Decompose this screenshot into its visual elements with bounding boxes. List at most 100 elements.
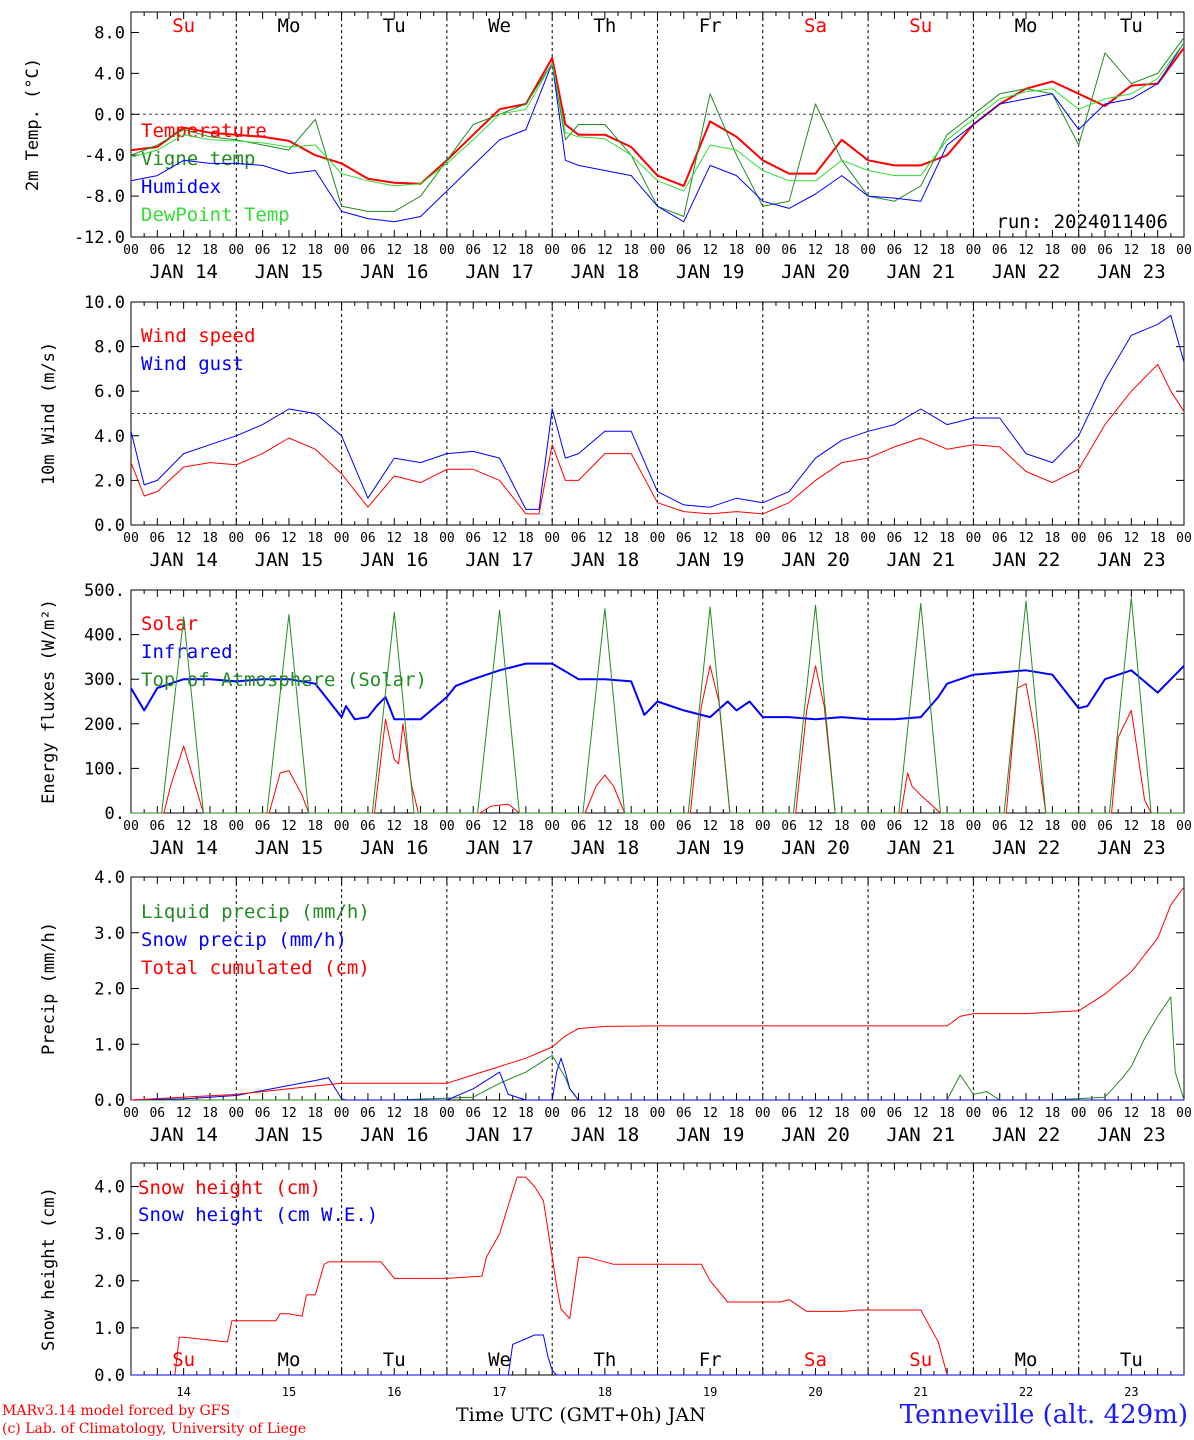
hour-tick-label: 00 bbox=[123, 531, 139, 546]
hour-tick-label: 06 bbox=[1097, 531, 1113, 546]
y-tick-label: 10.0 bbox=[84, 293, 125, 313]
hour-tick-label: 00 bbox=[966, 1106, 982, 1121]
legend-series-total-cumulated-cm: Total cumulated (cm) bbox=[141, 957, 370, 979]
hour-tick-label: 18 bbox=[518, 531, 534, 546]
weekday-label: Su bbox=[172, 1349, 195, 1371]
weekday-label: Th bbox=[593, 15, 616, 37]
hour-tick-label: 12 bbox=[597, 531, 613, 546]
hour-tick-label: 00 bbox=[228, 531, 244, 546]
hour-tick-label: 12 bbox=[808, 819, 824, 834]
series-wind-gust-line bbox=[130, 314, 1185, 510]
date-label: JAN 14 bbox=[149, 549, 218, 571]
hour-tick-label: 06 bbox=[676, 243, 692, 258]
series-snow-height-cm-w-e-line bbox=[131, 1334, 1184, 1376]
chart-panel-3: 0. 100. 200. 300. 400. 500. Energy fluxes (W/m… bbox=[39, 581, 1192, 859]
hour-tick-label: 18 bbox=[413, 531, 429, 546]
hour-tick-label: 18 bbox=[729, 819, 745, 834]
hour-tick-label: 18 bbox=[518, 819, 534, 834]
y-tick-label: 2.0 bbox=[94, 471, 125, 491]
hour-tick-label: 12 bbox=[808, 531, 824, 546]
hour-tick-label: 06 bbox=[255, 531, 271, 546]
day-number-label: 23 bbox=[1124, 1385, 1138, 1399]
legend-series-solar: Solar bbox=[141, 613, 198, 635]
hour-tick-label: 06 bbox=[571, 1106, 587, 1121]
hour-tick-label: 00 bbox=[228, 819, 244, 834]
hour-tick-label: 12 bbox=[281, 243, 297, 258]
y-axis-label: Energy fluxes (W/m²) bbox=[39, 599, 59, 804]
date-label: JAN 18 bbox=[571, 261, 640, 283]
lab-credit: (c) Lab. of Climatology, University of L… bbox=[2, 1421, 307, 1437]
y-tick-label: 3.0 bbox=[94, 1225, 125, 1245]
legend-series-vigne-temp: Vigne temp bbox=[141, 148, 255, 170]
date-label: JAN 21 bbox=[886, 1124, 955, 1146]
hour-tick-label: 18 bbox=[623, 243, 639, 258]
day-number-label: 20 bbox=[808, 1385, 822, 1399]
hour-tick-label: 06 bbox=[360, 819, 376, 834]
day-number-label: 19 bbox=[703, 1385, 717, 1399]
hour-tick-label: 06 bbox=[465, 531, 481, 546]
hour-tick-label: 18 bbox=[834, 819, 850, 834]
hour-tick-label: 06 bbox=[571, 819, 587, 834]
date-label: JAN 16 bbox=[360, 549, 429, 571]
hour-tick-label: 12 bbox=[808, 1106, 824, 1121]
hour-tick-label: 12 bbox=[176, 1106, 192, 1121]
hour-tick-label: 12 bbox=[386, 1106, 402, 1121]
date-label: JAN 22 bbox=[992, 549, 1061, 571]
hour-tick-label: 06 bbox=[360, 531, 376, 546]
hour-tick-label: 12 bbox=[913, 1106, 929, 1121]
date-label: JAN 17 bbox=[465, 837, 534, 859]
y-tick-label: 8.0 bbox=[94, 23, 125, 43]
hour-tick-label: 18 bbox=[729, 1106, 745, 1121]
hour-tick-label: 12 bbox=[492, 531, 508, 546]
hour-tick-label: 00 bbox=[123, 1106, 139, 1121]
hour-tick-label: 18 bbox=[834, 1106, 850, 1121]
hour-tick-label: 06 bbox=[992, 531, 1008, 546]
hour-tick-label: 06 bbox=[255, 243, 271, 258]
date-label: JAN 17 bbox=[465, 549, 534, 571]
y-tick-label: 400. bbox=[84, 626, 125, 646]
date-label: JAN 21 bbox=[886, 837, 955, 859]
hour-tick-label: 00 bbox=[650, 531, 666, 546]
hour-tick-label: 18 bbox=[1150, 1106, 1166, 1121]
hour-tick-label: 06 bbox=[1097, 1106, 1113, 1121]
hour-tick-label: 18 bbox=[413, 819, 429, 834]
hour-tick-label: 00 bbox=[755, 1106, 771, 1121]
hour-tick-label: 06 bbox=[149, 531, 165, 546]
date-label: JAN 20 bbox=[781, 549, 850, 571]
y-tick-label: 0.0 bbox=[94, 1091, 125, 1111]
hour-tick-label: 18 bbox=[518, 1106, 534, 1121]
hour-tick-label: 12 bbox=[1124, 531, 1140, 546]
hour-tick-label: 00 bbox=[1071, 819, 1087, 834]
day-number-label: 16 bbox=[387, 1385, 401, 1399]
y-tick-label: 4.0 bbox=[94, 868, 125, 888]
date-label: JAN 16 bbox=[360, 1124, 429, 1146]
hour-tick-label: 12 bbox=[281, 531, 297, 546]
hour-tick-label: 06 bbox=[255, 1106, 271, 1121]
hour-tick-label: 00 bbox=[334, 531, 350, 546]
hour-tick-label: 00 bbox=[966, 819, 982, 834]
hour-tick-label: 00 bbox=[650, 243, 666, 258]
hour-tick-label: 00 bbox=[755, 819, 771, 834]
legend-series-top-of-atmosphere-solar: Top of Atmosphere (Solar) bbox=[141, 669, 427, 691]
weekday-label: Tu bbox=[383, 15, 406, 37]
hour-tick-label: 00 bbox=[334, 819, 350, 834]
series-dewpoint-temp-line bbox=[130, 42, 1185, 192]
date-label: JAN 17 bbox=[465, 261, 534, 283]
hour-tick-label: 12 bbox=[1018, 531, 1034, 546]
hour-tick-label: 06 bbox=[465, 1106, 481, 1121]
y-tick-label: 500. bbox=[84, 581, 125, 601]
legend-series-liquid-precip-mm-h: Liquid precip (mm/h) bbox=[141, 901, 370, 923]
hour-tick-label: 12 bbox=[176, 243, 192, 258]
weekday-label: Tu bbox=[383, 1349, 406, 1371]
weekday-label: We bbox=[488, 1349, 511, 1371]
hour-tick-label: 18 bbox=[307, 243, 323, 258]
y-axis-label: 10m Wind (m/s) bbox=[39, 342, 59, 485]
y-tick-label: 4.0 bbox=[94, 427, 125, 447]
hour-tick-label: 18 bbox=[729, 531, 745, 546]
hour-tick-label: 12 bbox=[1124, 819, 1140, 834]
hour-tick-label: 18 bbox=[623, 819, 639, 834]
hour-tick-label: 00 bbox=[544, 531, 560, 546]
hour-tick-label: 18 bbox=[307, 1106, 323, 1121]
hour-tick-label: 18 bbox=[1150, 819, 1166, 834]
